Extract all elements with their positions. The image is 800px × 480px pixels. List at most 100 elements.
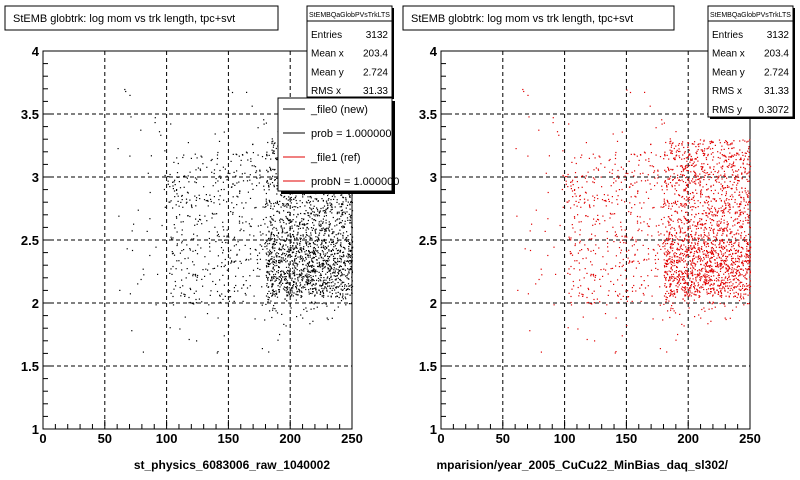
data-point — [283, 271, 285, 273]
data-point — [260, 234, 262, 236]
data-point — [700, 278, 702, 280]
data-point — [173, 190, 176, 192]
data-point — [285, 258, 287, 260]
data-point — [748, 260, 750, 262]
data-point — [179, 286, 181, 289]
data-point — [701, 149, 703, 151]
data-point — [628, 249, 630, 251]
data-point — [327, 204, 329, 207]
data-point — [736, 152, 738, 154]
data-point — [708, 280, 710, 282]
data-point — [348, 285, 350, 287]
data-point — [686, 276, 688, 278]
data-point — [700, 317, 702, 319]
data-point — [677, 276, 679, 278]
data-point — [293, 242, 295, 244]
data-point — [615, 180, 617, 182]
data-point — [582, 175, 584, 177]
data-point — [748, 266, 750, 268]
data-point — [276, 256, 278, 258]
data-point — [674, 201, 677, 204]
data-point — [273, 142, 275, 145]
data-point — [704, 223, 706, 225]
data-point — [644, 152, 646, 154]
data-point — [749, 201, 751, 204]
data-point — [306, 226, 308, 228]
data-point — [323, 240, 326, 242]
data-point — [685, 250, 687, 252]
data-point — [330, 295, 332, 297]
data-point — [267, 272, 269, 274]
data-point — [676, 212, 679, 214]
data-point — [688, 149, 690, 151]
data-point — [719, 264, 721, 266]
data-point — [267, 243, 269, 245]
data-point — [278, 266, 280, 268]
data-point — [746, 254, 749, 256]
data-point — [580, 206, 582, 208]
data-point — [682, 181, 684, 183]
data-point — [255, 249, 257, 251]
data-point — [316, 279, 318, 281]
data-point — [631, 287, 633, 289]
data-point — [687, 166, 689, 168]
data-point — [746, 250, 748, 252]
data-point — [338, 203, 340, 205]
data-point — [699, 249, 701, 251]
data-point — [312, 320, 314, 322]
data-point — [286, 300, 288, 302]
data-point — [606, 304, 608, 306]
data-point — [343, 255, 345, 257]
data-point — [741, 261, 743, 263]
data-point — [308, 280, 310, 282]
data-point — [527, 94, 529, 96]
data-point — [745, 288, 747, 290]
data-point — [747, 263, 749, 265]
data-point — [703, 176, 705, 178]
data-point — [267, 171, 269, 173]
data-point — [693, 283, 695, 285]
data-point — [284, 255, 286, 257]
data-point — [718, 256, 721, 258]
data-point — [293, 248, 295, 250]
data-point — [744, 260, 746, 262]
data-point — [328, 270, 330, 273]
data-point — [739, 226, 741, 228]
data-point — [734, 219, 736, 221]
data-point — [342, 298, 344, 300]
data-point — [687, 239, 689, 241]
data-point — [270, 203, 272, 205]
data-point — [259, 169, 261, 171]
data-point — [219, 295, 221, 297]
data-point — [681, 158, 683, 160]
data-point — [716, 271, 718, 273]
data-point — [665, 272, 667, 274]
data-point — [638, 228, 640, 230]
data-point — [724, 277, 726, 279]
data-point — [351, 247, 353, 249]
data-point — [617, 294, 619, 296]
data-point — [670, 228, 672, 230]
data-point — [691, 242, 693, 244]
data-point — [227, 290, 229, 292]
data-point — [683, 325, 685, 327]
data-point — [321, 242, 323, 244]
data-point — [678, 225, 680, 227]
data-point — [266, 154, 268, 156]
data-point — [647, 253, 650, 255]
data-point — [700, 192, 702, 194]
data-point — [277, 277, 279, 279]
data-point — [272, 152, 274, 154]
data-point — [330, 243, 332, 246]
data-point — [707, 238, 709, 240]
data-point — [269, 259, 271, 261]
data-point — [201, 223, 203, 225]
data-point — [593, 169, 595, 171]
data-point — [331, 212, 333, 214]
data-point — [271, 243, 274, 245]
data-point — [271, 258, 273, 260]
data-point — [695, 173, 697, 175]
data-point — [181, 229, 183, 231]
data-point — [680, 173, 682, 176]
data-point — [238, 249, 241, 251]
